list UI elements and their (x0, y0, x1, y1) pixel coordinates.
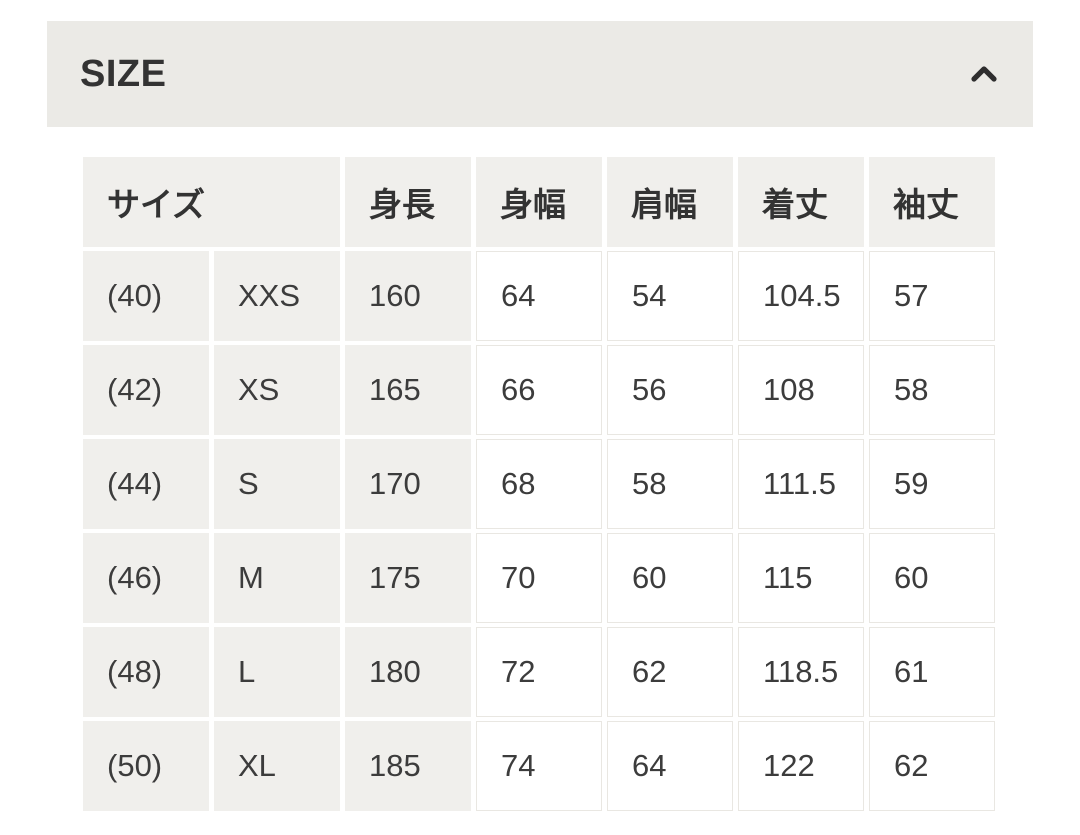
cell-sleeve-length: 59 (869, 439, 996, 529)
cell-height: 185 (345, 721, 472, 811)
cell-body-width: 74 (476, 721, 603, 811)
cell-sleeve-length: 60 (869, 533, 996, 623)
cell-body-width: 72 (476, 627, 603, 717)
size-table-header-row: サイズ 身長 身幅 肩幅 着丈 袖丈 (83, 157, 996, 247)
cell-code: (50) (83, 721, 209, 811)
cell-code: (46) (83, 533, 209, 623)
size-table: サイズ 身長 身幅 肩幅 着丈 袖丈 (40) XXS 160 64 54 10… (78, 153, 1000, 815)
cell-sleeve-length: 57 (869, 251, 996, 341)
col-header-sleeve-length: 袖丈 (869, 157, 996, 247)
cell-body-width: 66 (476, 345, 603, 435)
cell-size: XS (214, 345, 341, 435)
cell-shoulder-width: 54 (607, 251, 734, 341)
table-row: (46) M 175 70 60 115 60 (83, 533, 996, 623)
cell-height: 175 (345, 533, 472, 623)
size-accordion-header[interactable]: SIZE (47, 21, 1033, 127)
cell-code: (42) (83, 345, 209, 435)
cell-shoulder-width: 64 (607, 721, 734, 811)
cell-length: 122 (738, 721, 865, 811)
cell-shoulder-width: 62 (607, 627, 734, 717)
cell-code: (48) (83, 627, 209, 717)
cell-sleeve-length: 61 (869, 627, 996, 717)
cell-shoulder-width: 56 (607, 345, 734, 435)
cell-sleeve-length: 58 (869, 345, 996, 435)
cell-body-width: 64 (476, 251, 603, 341)
cell-height: 180 (345, 627, 472, 717)
col-header-size: サイズ (83, 157, 341, 247)
table-row: (40) XXS 160 64 54 104.5 57 (83, 251, 996, 341)
col-header-height: 身長 (345, 157, 472, 247)
cell-length: 115 (738, 533, 865, 623)
cell-size: XXS (214, 251, 341, 341)
cell-height: 160 (345, 251, 472, 341)
cell-height: 170 (345, 439, 472, 529)
cell-shoulder-width: 58 (607, 439, 734, 529)
cell-code: (40) (83, 251, 209, 341)
cell-length: 111.5 (738, 439, 865, 529)
size-section-title: SIZE (80, 52, 167, 95)
cell-body-width: 68 (476, 439, 603, 529)
cell-size: S (214, 439, 341, 529)
cell-size: M (214, 533, 341, 623)
cell-body-width: 70 (476, 533, 603, 623)
cell-length: 118.5 (738, 627, 865, 717)
table-row: (44) S 170 68 58 111.5 59 (83, 439, 996, 529)
table-row: (42) XS 165 66 56 108 58 (83, 345, 996, 435)
col-header-shoulder-width: 肩幅 (607, 157, 734, 247)
cell-height: 165 (345, 345, 472, 435)
cell-length: 104.5 (738, 251, 865, 341)
table-row: (50) XL 185 74 64 122 62 (83, 721, 996, 811)
col-header-length: 着丈 (738, 157, 865, 247)
cell-size: L (214, 627, 341, 717)
cell-shoulder-width: 60 (607, 533, 734, 623)
cell-length: 108 (738, 345, 865, 435)
cell-code: (44) (83, 439, 209, 529)
table-row: (48) L 180 72 62 118.5 61 (83, 627, 996, 717)
cell-size: XL (214, 721, 341, 811)
chevron-up-icon[interactable] (971, 65, 997, 83)
col-header-body-width: 身幅 (476, 157, 603, 247)
cell-sleeve-length: 62 (869, 721, 996, 811)
